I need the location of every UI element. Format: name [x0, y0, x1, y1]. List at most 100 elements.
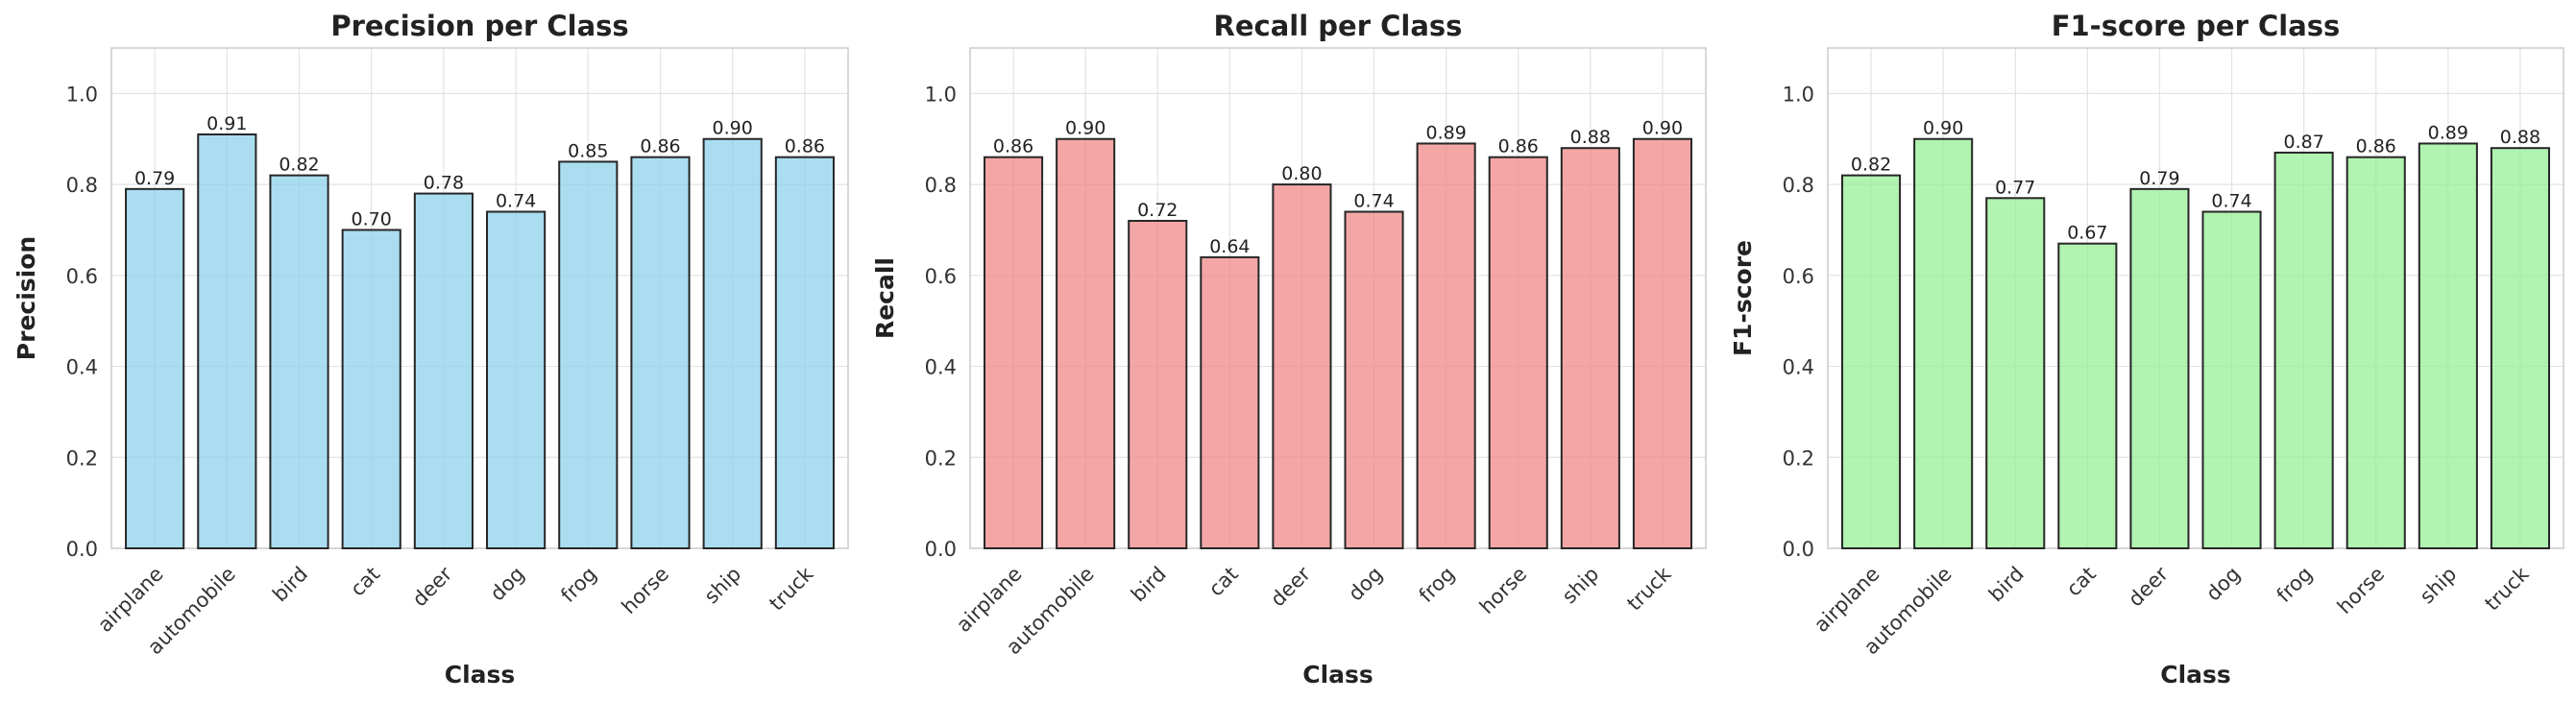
- value-label: 0.86: [1498, 136, 1539, 157]
- x-tick-label: cat: [346, 563, 384, 601]
- value-label: 0.89: [2428, 122, 2468, 143]
- bar-deer: [2129, 187, 2190, 549]
- bar-dog: [486, 210, 547, 549]
- bar-frog: [2273, 151, 2334, 549]
- f1-score-chart: 0.00.20.40.60.81.00.82airplane0.90automo…: [1729, 10, 2564, 689]
- value-label: 0.90: [713, 118, 753, 139]
- y-tick-label: 0.8: [925, 174, 957, 197]
- x-tick-label: horse: [2333, 563, 2389, 618]
- bar-horse: [1488, 156, 1548, 549]
- y-tick-label: 0.4: [925, 356, 957, 379]
- value-label: 0.78: [424, 173, 464, 194]
- x-tick-label: horse: [618, 563, 673, 618]
- bar-cat: [1200, 255, 1260, 549]
- value-label: 0.79: [134, 168, 175, 189]
- value-label: 0.86: [640, 136, 680, 157]
- y-tick-label: 0.8: [66, 174, 98, 197]
- bar-bird: [269, 174, 329, 549]
- recall-chart: 0.00.20.40.60.81.00.86airplane0.90automo…: [871, 10, 1707, 689]
- value-label: 0.74: [1353, 191, 1394, 212]
- y-axis-label: Recall: [871, 257, 899, 339]
- x-tick-label: airplane: [952, 563, 1027, 638]
- bar-ship: [702, 137, 763, 550]
- bar-truck: [2490, 147, 2550, 549]
- bar-automobile: [1913, 137, 1974, 550]
- plot-frame: [110, 47, 849, 549]
- value-label: 0.88: [2500, 127, 2540, 148]
- bar-truck: [774, 156, 835, 549]
- bar-truck: [1632, 137, 1692, 550]
- bar-airplane: [984, 156, 1044, 549]
- bar-deer: [413, 192, 474, 549]
- bar-airplane: [125, 187, 185, 549]
- x-tick-label: bird: [1127, 563, 1171, 607]
- bar-automobile: [1056, 137, 1116, 550]
- bar-deer: [1272, 183, 1332, 549]
- x-tick-label: dog: [486, 563, 529, 606]
- value-label: 0.88: [1570, 127, 1611, 148]
- bar-horse: [630, 156, 691, 549]
- value-label: 0.87: [2283, 132, 2323, 153]
- y-tick-label: 0.4: [66, 356, 98, 379]
- x-tick-label: frog: [2272, 563, 2317, 607]
- bar-ship: [1560, 147, 1620, 549]
- value-label: 0.86: [993, 136, 1033, 157]
- x-tick-label: dog: [2201, 563, 2245, 606]
- x-tick-label: truck: [765, 562, 818, 616]
- y-axis-label: Precision: [12, 236, 40, 360]
- chart-title: Recall per Class: [1214, 10, 1463, 42]
- y-tick-label: 0.6: [1783, 265, 1814, 288]
- value-label: 0.70: [352, 208, 392, 230]
- value-label: 0.80: [1281, 163, 1322, 184]
- x-tick-label: bird: [268, 563, 312, 607]
- x-axis-label: Class: [445, 661, 516, 689]
- y-tick-label: 0.0: [1783, 538, 1814, 561]
- value-label: 0.86: [2356, 136, 2396, 157]
- value-label: 0.79: [2139, 168, 2179, 189]
- y-tick-label: 0.2: [66, 447, 98, 470]
- y-tick-label: 0.0: [66, 538, 98, 561]
- x-tick-label: ship: [1558, 563, 1604, 609]
- x-tick-label: airplane: [93, 563, 168, 638]
- x-axis-label: Class: [2160, 661, 2231, 689]
- y-axis-label: F1-score: [1729, 240, 1757, 356]
- x-tick-label: dog: [1344, 563, 1387, 606]
- y-tick-label: 0.6: [925, 265, 957, 288]
- y-tick-label: 0.8: [1783, 174, 1814, 197]
- x-tick-label: truck: [2480, 562, 2534, 616]
- bar-cat: [2057, 242, 2118, 549]
- value-label: 0.90: [1642, 118, 1683, 139]
- x-tick-label: ship: [2416, 563, 2462, 609]
- y-tick-label: 0.2: [1783, 447, 1814, 470]
- chart-title: Precision per Class: [330, 10, 628, 42]
- bar-airplane: [1841, 174, 1902, 549]
- bar-dog: [2201, 210, 2262, 549]
- value-label: 0.82: [1851, 155, 1891, 176]
- value-label: 0.74: [496, 191, 536, 212]
- x-tick-label: cat: [1204, 563, 1243, 601]
- value-label: 0.90: [1065, 118, 1106, 139]
- bar-frog: [1416, 142, 1476, 550]
- x-tick-label: airplane: [1810, 563, 1884, 638]
- plot-frame: [1827, 47, 2564, 549]
- bar-cat: [341, 229, 401, 549]
- plot-frame: [969, 47, 1707, 549]
- x-tick-label: frog: [1415, 563, 1459, 607]
- y-tick-label: 0.2: [925, 447, 957, 470]
- x-axis-label: Class: [1302, 661, 1373, 689]
- value-label: 0.85: [568, 140, 608, 161]
- bar-dog: [1344, 210, 1404, 549]
- precision-chart: 0.00.20.40.60.81.00.79airplane0.91automo…: [12, 10, 849, 689]
- value-label: 0.86: [785, 136, 825, 157]
- bar-frog: [558, 160, 619, 549]
- value-label: 0.67: [2067, 223, 2107, 244]
- x-tick-label: ship: [700, 563, 746, 609]
- x-tick-label: frog: [556, 563, 600, 607]
- y-tick-label: 1.0: [66, 83, 98, 106]
- value-label: 0.91: [207, 113, 247, 134]
- value-label: 0.90: [1923, 118, 1963, 139]
- x-tick-label: deer: [2124, 562, 2173, 611]
- y-tick-label: 1.0: [925, 83, 957, 106]
- value-label: 0.89: [1425, 122, 1466, 143]
